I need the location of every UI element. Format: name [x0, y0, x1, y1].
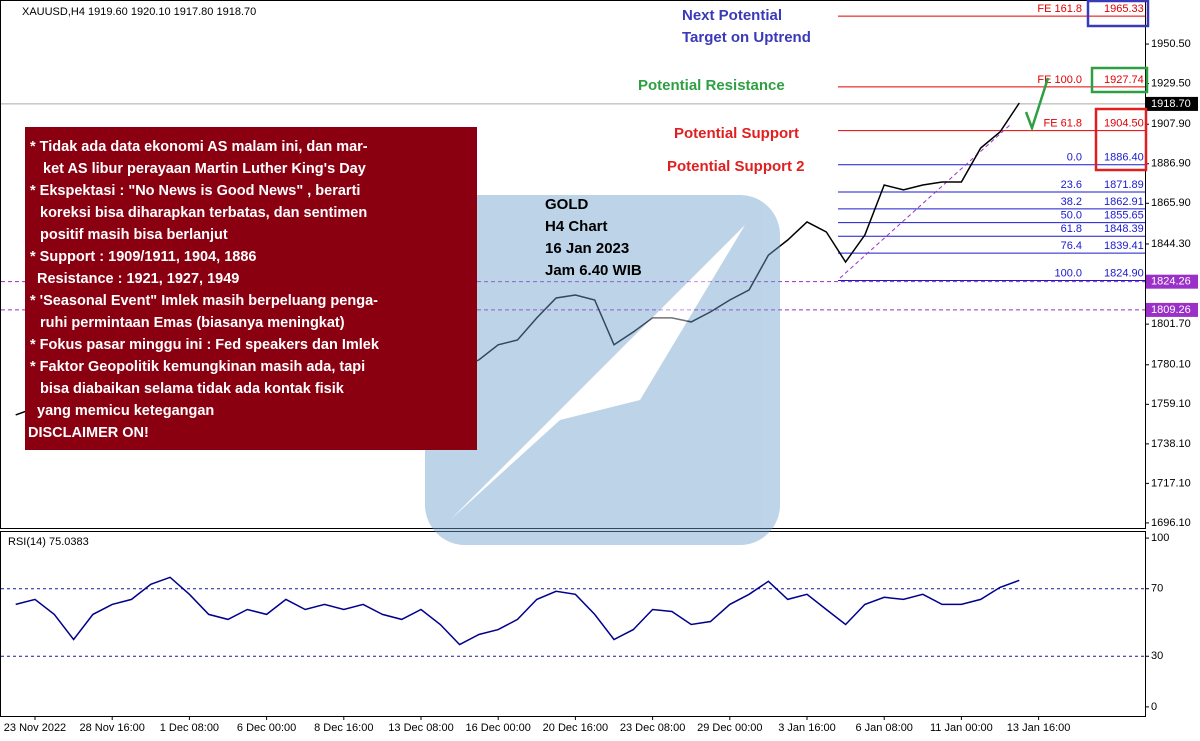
fib-level-value: 1824.90	[1104, 267, 1144, 279]
note-line: Resistance : 1921, 1927, 1949	[37, 271, 239, 287]
note-line: * Fokus pasar minggu ini : Fed speakers …	[30, 337, 380, 353]
rsi-title: RSI(14) 75.0383	[8, 536, 89, 548]
fib-level-name: 76.4	[1061, 240, 1082, 252]
x-tick-label: 11 Jan 00:00	[930, 722, 993, 734]
rsi-line	[15, 576, 1020, 646]
last-price-label: 1918.70	[1151, 98, 1191, 110]
y-tick-label: 1844.30	[1151, 238, 1191, 250]
note-line: positif masih bisa berlanjut	[40, 227, 228, 243]
price-panel	[0, 0, 1146, 529]
note-line: * Support : 1909/1911, 1904, 1886	[30, 249, 257, 265]
y-tick-label: 1780.10	[1151, 359, 1191, 371]
y-tick-label: 70	[1151, 583, 1163, 595]
x-tick-label: 23 Nov 2022	[4, 722, 66, 734]
chart-label: Jam 6.40 WIB	[545, 262, 642, 279]
x-tick-label: 28 Nov 16:00	[79, 722, 144, 734]
y-tick-label: 100	[1151, 532, 1169, 544]
callout: Potential Resistance	[638, 77, 785, 94]
note-line: DISCLAIMER ON!	[28, 425, 149, 441]
callout: Next Potential	[682, 7, 782, 24]
y-tick-label: 1801.70	[1151, 318, 1191, 330]
marked-level-label: 1824.26	[1151, 276, 1191, 288]
highlight-box	[1086, 0, 1150, 28]
fib-level-name: FE 100.0	[1037, 74, 1082, 86]
fib-level-name: 50.0	[1061, 209, 1082, 221]
y-tick-label: 1886.90	[1151, 158, 1191, 170]
callout: Potential Support	[674, 125, 799, 142]
check-arrow	[1024, 77, 1050, 132]
y-tick-label: 0	[1151, 701, 1157, 713]
x-tick-label: 13 Jan 16:00	[1007, 722, 1071, 734]
x-tick-label: 29 Dec 00:00	[697, 722, 762, 734]
highlight-box	[1090, 66, 1149, 94]
notes-box	[25, 127, 477, 450]
note-line: ket AS libur perayaan Martin Luther King…	[43, 161, 366, 177]
y-tick-label: 30	[1151, 650, 1163, 662]
y-tick-label: 1865.90	[1151, 197, 1191, 209]
fib-level-name: 23.6	[1061, 179, 1082, 191]
chart-label: H4 Chart	[545, 218, 608, 235]
note-line: * Ekspektasi : "No News is Good News" , …	[30, 183, 360, 199]
x-tick-label: 6 Jan 08:00	[855, 722, 913, 734]
watermark-bg	[425, 195, 780, 545]
callout: Potential Support 2	[667, 158, 805, 175]
marked-level-box	[1146, 274, 1198, 289]
watermark-arrow	[450, 225, 745, 520]
fib-level-name: 100.0	[1054, 267, 1082, 279]
marked-level-box	[1146, 302, 1198, 317]
marked-level-label: 1809.26	[1151, 304, 1191, 316]
y-tick-label: 1738.10	[1151, 438, 1191, 450]
note-line: * Tidak ada data ekonomi AS malam ini, d…	[30, 139, 368, 155]
trend-line	[839, 124, 1011, 279]
note-line: koreksi bisa diharapkan terbatas, dan se…	[40, 205, 367, 221]
last-price-box	[1146, 96, 1198, 111]
fib-level-name: 0.0	[1067, 152, 1082, 164]
fib-level-value: 1862.91	[1104, 196, 1144, 208]
chart-label: 16 Jan 2023	[545, 240, 629, 257]
y-tick-label: 1696.10	[1151, 517, 1191, 529]
chart-title: XAUUSD,H4 1919.60 1920.10 1917.80 1918.7…	[22, 6, 256, 18]
highlight-box	[1094, 107, 1148, 172]
chart-label: GOLD	[545, 196, 588, 213]
note-line: * 'Seasonal Event" Imlek masih berpeluan…	[30, 293, 378, 309]
x-tick-label: 16 Dec 00:00	[465, 722, 530, 734]
x-tick-label: 8 Dec 16:00	[314, 722, 373, 734]
note-line: yang memicu ketegangan	[37, 403, 214, 419]
fib-level-value: 1904.50	[1104, 118, 1144, 130]
x-tick-label: 6 Dec 00:00	[237, 722, 296, 734]
note-line: bisa diabaikan selama tidak ada kontak f…	[40, 381, 345, 397]
fib-level-name: FE 161.8	[1037, 3, 1082, 15]
fib-level-value: 1848.39	[1104, 223, 1144, 235]
y-tick-label: 1759.10	[1151, 398, 1191, 410]
y-tick-label: 1950.50	[1151, 38, 1191, 50]
fib-level-value: 1839.41	[1104, 240, 1144, 252]
fib-level-value: 1965.33	[1104, 3, 1144, 15]
note-line: ruhi permintaan Emas (biasanya meningkat…	[40, 315, 345, 331]
note-line: * Faktor Geopolitik kemungkinan masih ad…	[30, 359, 365, 375]
rsi-panel	[0, 531, 1146, 717]
y-tick-label: 1907.90	[1151, 118, 1191, 130]
fib-level-name: FE 61.8	[1043, 118, 1082, 130]
callout: Target on Uptrend	[682, 29, 811, 46]
x-tick-label: 3 Jan 16:00	[778, 722, 836, 734]
x-tick-label: 23 Dec 08:00	[620, 722, 685, 734]
y-tick-label: 1717.10	[1151, 477, 1191, 489]
y-tick-label: 1929.50	[1151, 77, 1191, 89]
fib-level-name: 61.8	[1061, 223, 1082, 235]
x-tick-label: 20 Dec 16:00	[543, 722, 608, 734]
x-tick-label: 1 Dec 08:00	[160, 722, 219, 734]
watermark	[425, 195, 780, 545]
fib-level-value: 1871.89	[1104, 179, 1144, 191]
fib-level-value: 1886.40	[1104, 152, 1144, 164]
fib-level-value: 1855.65	[1104, 209, 1144, 221]
fib-level-value: 1927.74	[1104, 74, 1144, 86]
fib-level-name: 38.2	[1061, 196, 1082, 208]
x-tick-label: 13 Dec 08:00	[388, 722, 453, 734]
